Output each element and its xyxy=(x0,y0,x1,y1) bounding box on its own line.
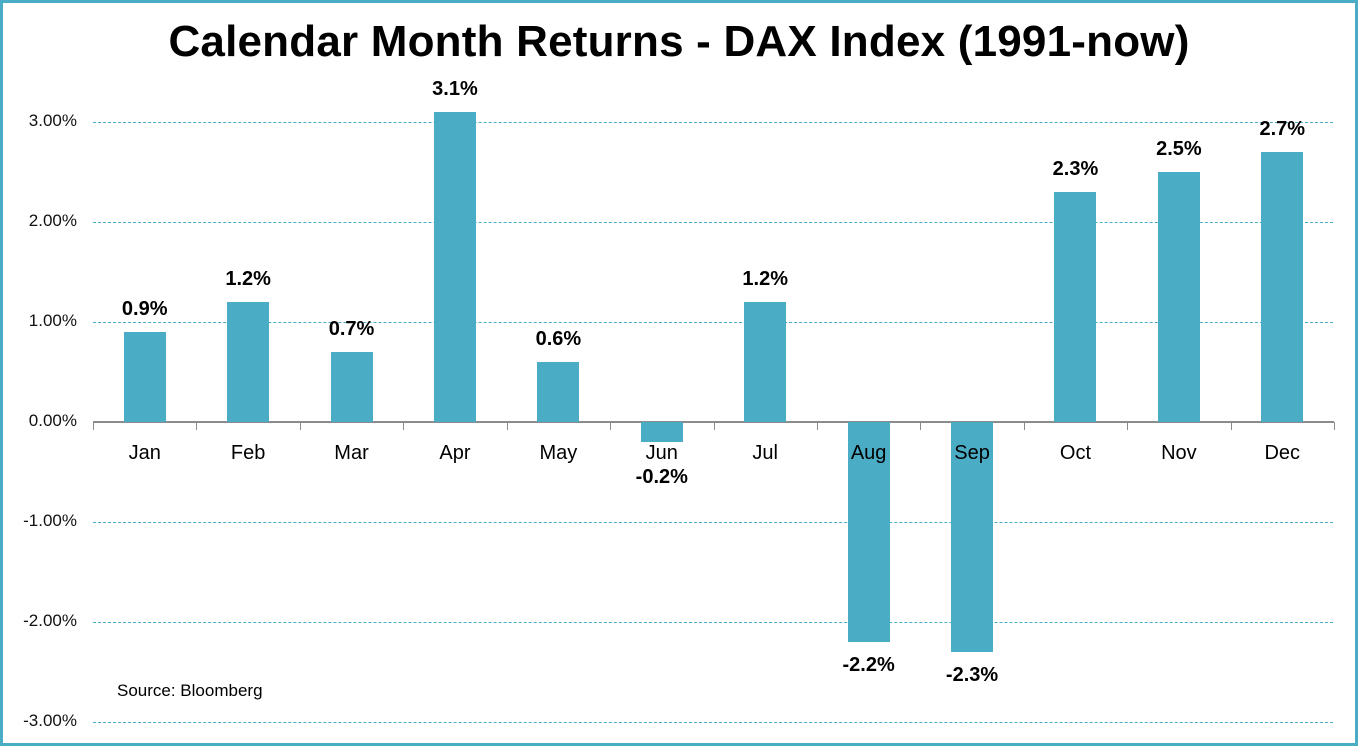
x-axis-label: May xyxy=(539,442,578,464)
x-axis-label: Nov xyxy=(1161,442,1197,464)
y-tick-label: -1.00% xyxy=(23,511,77,530)
x-tick-mark xyxy=(610,422,612,430)
bar-mar xyxy=(330,352,373,422)
x-tick-mark xyxy=(1334,422,1335,430)
bar-nov xyxy=(1157,172,1200,422)
gridline xyxy=(93,222,1333,223)
x-axis-label: Aug xyxy=(850,442,887,464)
data-label: 1.2% xyxy=(742,268,788,290)
data-label: 3.1% xyxy=(432,78,478,100)
y-tick-label: -2.00% xyxy=(23,611,77,630)
bar-jun xyxy=(640,422,683,442)
y-tick-label: -3.00% xyxy=(23,711,77,730)
bar-may xyxy=(537,362,580,422)
x-axis-label: Oct xyxy=(1059,442,1092,464)
bar-oct xyxy=(1054,192,1097,422)
x-axis-label: Mar xyxy=(334,442,369,464)
bar-sep xyxy=(951,422,994,652)
x-tick-mark xyxy=(403,422,405,430)
data-label: 2.3% xyxy=(1052,158,1099,180)
x-tick-mark xyxy=(816,422,818,430)
gridline xyxy=(93,522,1333,523)
x-tick-mark xyxy=(1230,422,1232,430)
data-label: -2.3% xyxy=(945,664,999,686)
data-label: 0.9% xyxy=(121,298,168,320)
y-tick-label: 1.00% xyxy=(28,311,77,330)
x-tick-mark xyxy=(93,422,94,430)
data-label: 2.5% xyxy=(1156,138,1202,160)
gridline xyxy=(93,122,1333,123)
plot-area: 3.00% 2.00% 1.00% 0.00% -1.00% -2.00% -3.00% Ja… xyxy=(3,3,1355,743)
bar-apr xyxy=(433,112,476,422)
x-axis-label: Dec xyxy=(1264,442,1301,464)
data-label: -0.2% xyxy=(635,466,688,488)
data-label: 0.7% xyxy=(328,318,375,340)
x-axis-label: Jan xyxy=(128,442,161,464)
x-axis-label: Jun xyxy=(645,442,678,464)
bar-jan xyxy=(123,332,166,422)
x-tick-mark xyxy=(713,422,715,430)
x-tick-mark xyxy=(196,422,198,430)
gridline xyxy=(93,322,1333,323)
y-tick-label: 0.00% xyxy=(28,411,77,430)
x-axis-label: Feb xyxy=(230,442,266,464)
x-tick-mark xyxy=(1127,422,1129,430)
data-label: 2.7% xyxy=(1259,118,1306,140)
gridline xyxy=(93,622,1333,623)
x-axis-label: Sep xyxy=(954,442,990,464)
x-tick-mark xyxy=(299,422,301,430)
y-tick-label: 3.00% xyxy=(28,111,77,130)
x-axis-label: Jul xyxy=(752,442,778,464)
bar-jul xyxy=(744,302,787,422)
data-label: 0.6% xyxy=(535,328,582,350)
data-label: 1.2% xyxy=(225,268,271,290)
chart-title: Calendar Month Returns - DAX Index (1991… xyxy=(168,17,1190,66)
bar-dec xyxy=(1261,152,1304,422)
x-tick-mark xyxy=(506,422,508,430)
gridline xyxy=(93,722,1333,723)
data-label: -2.2% xyxy=(842,654,895,676)
source-note: Source: Bloomberg xyxy=(117,681,263,700)
x-tick-mark xyxy=(1023,422,1025,430)
y-tick-label: 2.00% xyxy=(28,211,77,230)
bar-aug xyxy=(847,422,890,642)
x-tick-mark xyxy=(920,422,922,430)
x-axis-label: Apr xyxy=(439,442,471,464)
bar-feb xyxy=(227,302,270,422)
